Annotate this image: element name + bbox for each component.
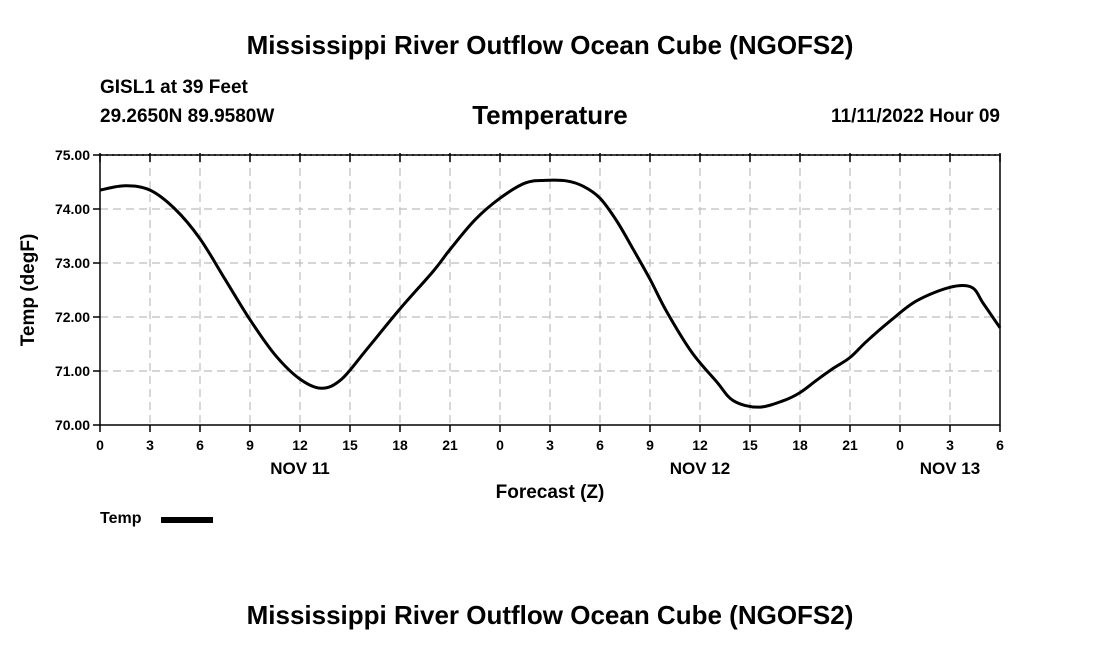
x-tick-label: 12 <box>692 437 708 453</box>
x-tick-label: 0 <box>896 437 904 453</box>
legend-label: Temp <box>100 510 142 527</box>
day-label: NOV 13 <box>920 459 980 478</box>
temp-series-line <box>99 178 1002 409</box>
y-tick-label: 70.00 <box>55 417 90 433</box>
day-label: NOV 12 <box>670 459 730 478</box>
x-tick-label: 9 <box>246 437 254 453</box>
x-tick-label: 18 <box>392 437 408 453</box>
tick-labels: 70.00 71.00 72.00 73.00 74.00 75.00 0 3 6 9 12 15 18… <box>55 147 1004 478</box>
x-tick-label: 21 <box>442 437 458 453</box>
y-tick-label: 71.00 <box>55 363 90 379</box>
x-tick-label: 0 <box>496 437 504 453</box>
y-tick-label: 75.00 <box>55 147 90 163</box>
chart-title: Temperature <box>472 100 628 130</box>
y-tick-label: 72.00 <box>55 309 90 325</box>
y-tick-label: 74.00 <box>55 201 90 217</box>
temperature-chart: 70.00 71.00 72.00 73.00 74.00 75.00 0 3 6 9 12 15 18… <box>55 147 1004 478</box>
axis-ticks <box>93 153 1001 432</box>
grid-lines <box>100 154 1000 425</box>
forecast-datetime: 11/11/2022 Hour 09 <box>830 106 1000 127</box>
x-tick-label: 18 <box>792 437 808 453</box>
y-tick-label: 73.00 <box>55 255 90 271</box>
x-tick-label: 6 <box>596 437 604 453</box>
x-tick-label: 0 <box>96 437 104 453</box>
day-label: NOV 11 <box>270 459 330 478</box>
footer-title: Mississippi River Outflow Ocean Cube (NG… <box>246 600 854 630</box>
page-title: Mississippi River Outflow Ocean Cube (NG… <box>246 30 854 60</box>
x-tick-label: 15 <box>742 437 758 453</box>
x-tick-label: 21 <box>842 437 858 453</box>
x-tick-label: 6 <box>996 437 1004 453</box>
x-tick-label: 3 <box>146 437 154 453</box>
x-tick-label: 9 <box>646 437 654 453</box>
station-name: GISL1 at 39 Feet <box>100 77 248 98</box>
x-tick-label: 12 <box>292 437 308 453</box>
x-tick-label: 15 <box>342 437 358 453</box>
x-axis-label: Forecast (Z) <box>495 482 605 503</box>
x-tick-label: 3 <box>546 437 554 453</box>
x-tick-label: 6 <box>196 437 204 453</box>
legend-line-swatch <box>161 517 213 523</box>
station-coords: 29.2650N 89.9580W <box>100 106 275 127</box>
x-tick-label: 3 <box>946 437 954 453</box>
